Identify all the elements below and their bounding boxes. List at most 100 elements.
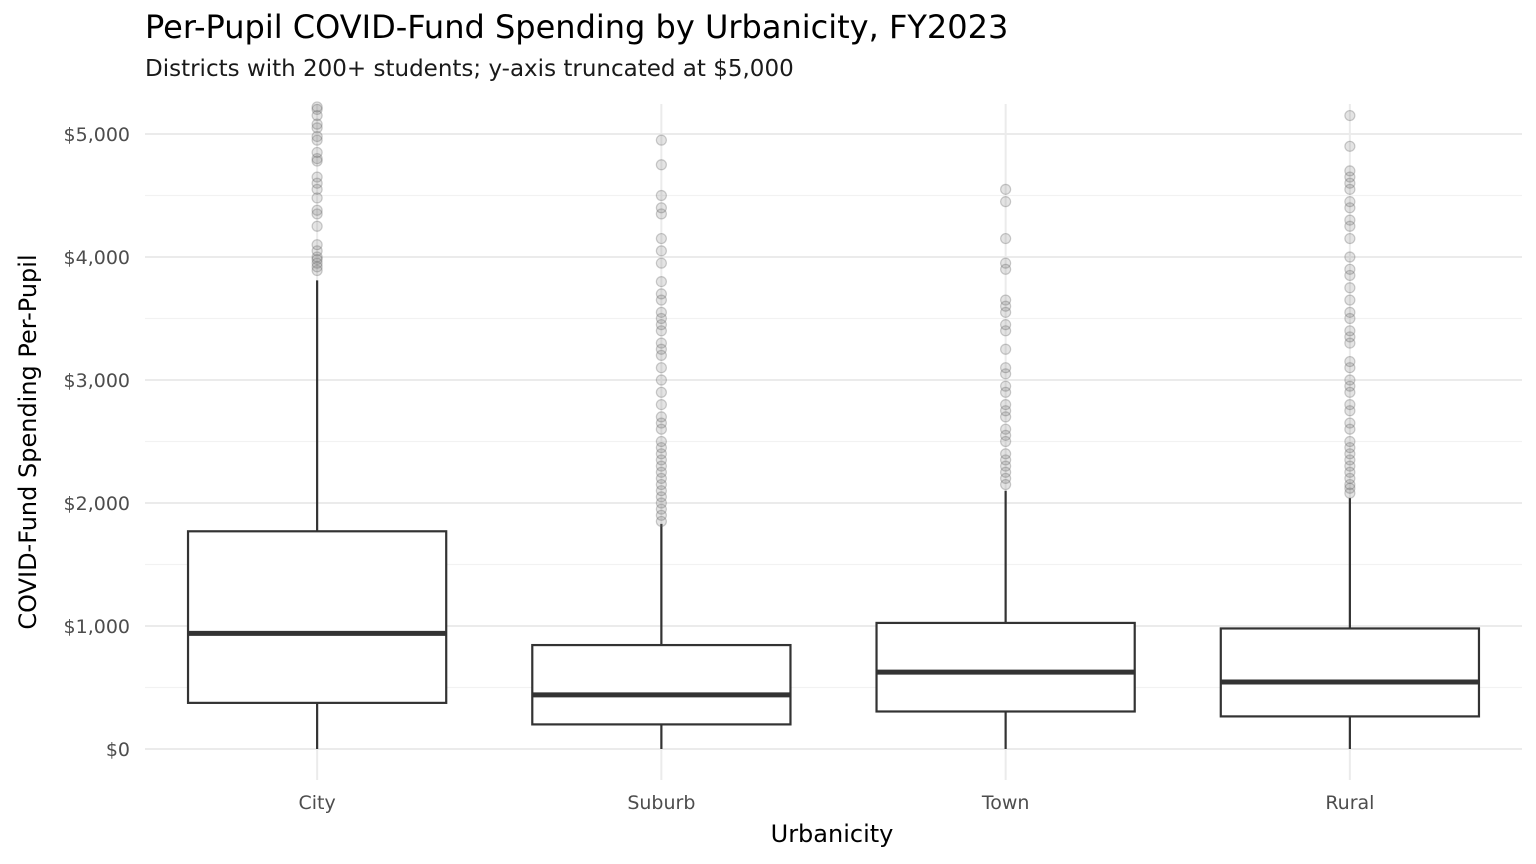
- outlier-point: [1344, 399, 1356, 411]
- outlier-point: [1344, 165, 1356, 177]
- box-iqr: [875, 621, 1136, 713]
- outlier-point: [655, 134, 667, 146]
- outlier-point: [1344, 196, 1356, 208]
- box-rural: [1219, 498, 1481, 749]
- outlier-point: [1344, 472, 1356, 484]
- outlier-point: [655, 435, 667, 448]
- outlier-point: [311, 118, 323, 130]
- outlier-point: [311, 177, 323, 189]
- box-iqr: [1219, 627, 1481, 718]
- outlier-point: [311, 253, 323, 266]
- outlier-point: [311, 103, 323, 116]
- outlier-point: [1344, 435, 1356, 448]
- outlier-point: [311, 208, 323, 220]
- outlier-point: [1344, 374, 1356, 386]
- outlier-point: [1344, 220, 1356, 232]
- outlier-point: [1000, 368, 1012, 380]
- box-suburb: [531, 523, 792, 749]
- outlier-point: [1344, 487, 1356, 499]
- outlier-point: [1344, 482, 1356, 494]
- outlier-point: [311, 251, 323, 263]
- chart-subtitle: Districts with 200+ students; y-axis tru…: [145, 56, 794, 82]
- outlier-point: [1344, 423, 1356, 435]
- outlier-point: [1000, 380, 1012, 392]
- outlier-point: [1344, 405, 1356, 417]
- outlier-point: [655, 442, 667, 454]
- outlier-point: [1000, 257, 1012, 269]
- outlier-point: [655, 319, 667, 331]
- outlier-point: [1000, 460, 1012, 472]
- outlier-point: [1344, 380, 1356, 392]
- outlier-point: [1000, 319, 1012, 331]
- outlier-point: [311, 204, 323, 216]
- outlier-point: [311, 109, 323, 122]
- outlier-point: [1000, 196, 1012, 208]
- outlier-point: [655, 232, 667, 245]
- outlier-point: [655, 515, 667, 528]
- outlier-point: [1344, 478, 1356, 491]
- box-town: [875, 490, 1136, 749]
- x-axis-ticks: City Suburb Town Rural: [299, 792, 1375, 814]
- outlier-point: [1000, 362, 1012, 374]
- outlier-point: [1000, 472, 1012, 484]
- outlier-point: [1344, 331, 1356, 343]
- box-iqr: [186, 530, 448, 704]
- outlier-point: [311, 192, 323, 204]
- outlier-point: [1000, 423, 1012, 435]
- outlier-point: [655, 159, 667, 171]
- outlier-point: [655, 312, 667, 325]
- outlier-point: [655, 208, 667, 220]
- outlier-point: [1000, 435, 1012, 448]
- outlier-point: [655, 460, 667, 472]
- outlier-point: [655, 491, 667, 503]
- y-tick-label: $3,000: [64, 370, 130, 392]
- outlier-point: [655, 325, 667, 337]
- outlier-point: [311, 257, 323, 269]
- outlier-point: [311, 261, 323, 273]
- outlier-point: [655, 497, 667, 509]
- outlier-point: [311, 122, 323, 134]
- outlier-point: [1344, 214, 1356, 226]
- outlier-point: [655, 509, 667, 521]
- outlier-point: [655, 423, 667, 435]
- outlier-point: [1344, 263, 1356, 275]
- outlier-point: [655, 202, 667, 214]
- outlier-point: [311, 155, 323, 167]
- outlier-point: [1000, 300, 1012, 312]
- x-tick-label: City: [299, 792, 336, 814]
- outlier-point: [655, 245, 667, 257]
- outlier-point: [1344, 362, 1356, 374]
- outlier-point: [655, 466, 667, 478]
- outlier-point: [1344, 251, 1356, 263]
- x-axis-title: Urbanicity: [771, 820, 894, 848]
- outlier-point: [1000, 232, 1012, 245]
- outlier-point: [655, 337, 667, 349]
- outlier-point: [1344, 337, 1356, 349]
- outlier-point: [1344, 202, 1356, 214]
- boxes: [186, 280, 1481, 749]
- outlier-point: [311, 264, 323, 277]
- y-tick-label: $0: [106, 739, 130, 761]
- outlier-point: [311, 245, 323, 257]
- outlier-point: [1344, 269, 1356, 282]
- outlier-point: [655, 343, 667, 355]
- outlier-point: [1000, 466, 1012, 478]
- outlier-point: [1344, 306, 1356, 318]
- outlier-point: [1344, 140, 1356, 152]
- outlier-point: [655, 454, 667, 466]
- outlier-point: [655, 485, 667, 497]
- outlier-point: [655, 294, 667, 306]
- y-tick-label: $5,000: [64, 124, 130, 146]
- y-tick-label: $2,000: [64, 493, 130, 515]
- outlier-point: [1344, 454, 1356, 466]
- outlier-point: [311, 153, 323, 165]
- outlier-point: [655, 362, 667, 374]
- outlier-point: [655, 349, 667, 361]
- outlier-point: [1344, 460, 1356, 472]
- outlier-point: [1344, 282, 1356, 294]
- outlier-point: [1000, 405, 1012, 417]
- outlier-point: [311, 101, 323, 113]
- outlier-point: [1344, 386, 1356, 398]
- outlier-point: [655, 472, 667, 484]
